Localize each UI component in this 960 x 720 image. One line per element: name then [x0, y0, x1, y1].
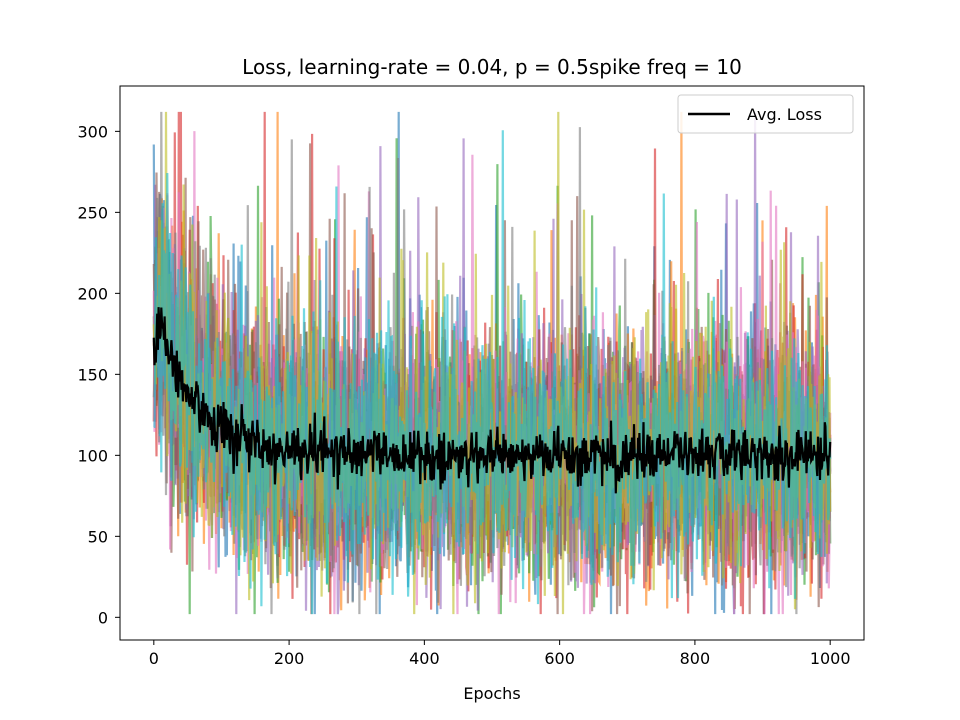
x-axis: 0 200 400 600 800 1000 [149, 640, 851, 668]
legend-avg-loss-label: Avg. Loss [747, 105, 822, 124]
run-line-10 [153, 130, 832, 615]
x-tick-label: 600 [544, 649, 575, 668]
y-tick-label: 200 [77, 284, 108, 303]
y-axis: 0 50 100 150 200 250 300 [77, 122, 120, 627]
avg-loss-layer [152, 307, 832, 494]
y-tick-label: 250 [77, 203, 108, 222]
legend: Avg. Loss [677, 94, 854, 134]
x-tick-label: 1000 [810, 649, 851, 668]
y-tick-label: 150 [77, 365, 108, 384]
x-tick-label: 0 [149, 649, 159, 668]
y-tick-label: 300 [77, 122, 108, 141]
y-tick-label: 50 [88, 527, 108, 546]
x-tick-label: 800 [680, 649, 711, 668]
legend-box [677, 94, 854, 134]
x-tick-label: 200 [274, 649, 305, 668]
avg-loss-line [152, 307, 832, 494]
x-axis-label: Epochs [463, 684, 520, 703]
x-tick-label: 400 [409, 649, 440, 668]
chart-title: Loss, learning-rate = 0.04, p = 0.5spike… [242, 55, 742, 79]
plot-frame [119, 85, 865, 641]
y-tick-label: 100 [77, 446, 108, 465]
y-tick-label: 0 [98, 608, 108, 627]
